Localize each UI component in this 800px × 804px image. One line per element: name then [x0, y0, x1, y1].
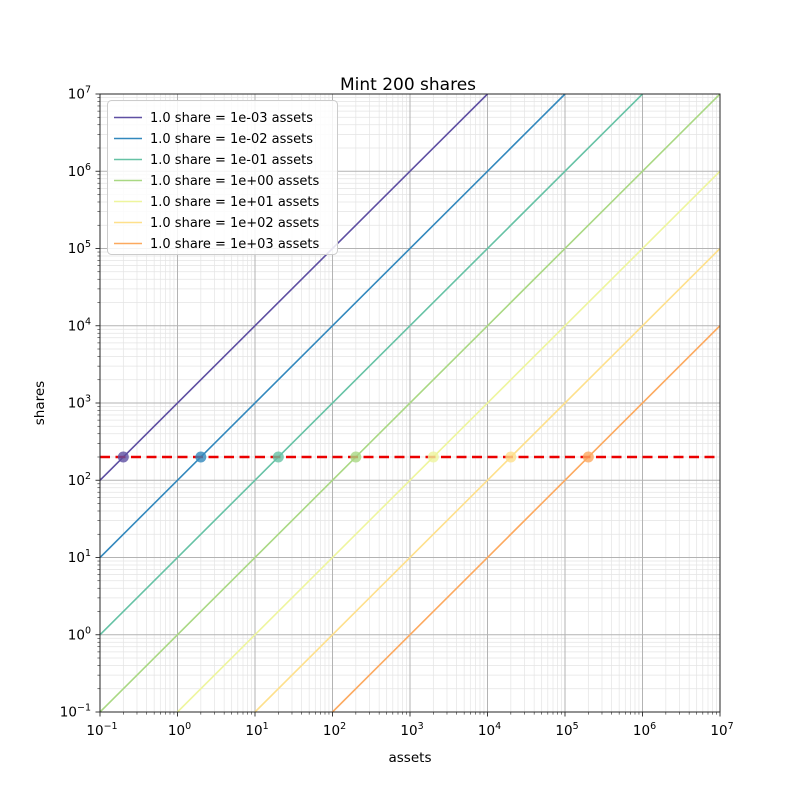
y-tick-label: 100: [68, 625, 91, 643]
intersection-dot: [350, 451, 362, 463]
intersection-markers: [117, 451, 594, 463]
x-tick-label: 104: [478, 721, 501, 739]
x-axis-label: assets: [389, 750, 432, 766]
x-tick-label: 105: [555, 721, 578, 739]
y-tick-label: 102: [68, 471, 91, 489]
y-tick-label: 106: [68, 162, 91, 180]
x-tick-label: 100: [168, 721, 191, 739]
series-line: [100, 94, 566, 559]
x-tick-label: 102: [323, 721, 346, 739]
y-tick-label: 107: [68, 85, 91, 103]
legend-label: 1.0 share = 1e+03 assets: [150, 237, 319, 252]
y-tick-label: 101: [68, 548, 91, 566]
legend-label: 1.0 share = 1e+00 assets: [150, 174, 319, 189]
x-tick-label: 107: [710, 721, 733, 739]
y-tick-label: 10−1: [60, 703, 91, 721]
legend: 1.0 share = 1e-03 assets 1.0 share = 1e-0…: [107, 100, 338, 255]
series-lines: [100, 94, 720, 712]
x-tick-label: 103: [400, 721, 423, 739]
legend-label: 1.0 share = 1e-01 assets: [150, 153, 313, 168]
series-line: [100, 94, 720, 712]
plot-area: 10−1 100 101 102 103 104 105 106 107 10−1 100 101 10…: [60, 85, 734, 740]
legend-label: 1.0 share = 1e-03 assets: [150, 111, 313, 126]
intersection-dot: [117, 451, 129, 463]
intersection-dot: [582, 451, 594, 463]
x-tick-label: 106: [633, 721, 656, 739]
legend-label: 1.0 share = 1e-02 assets: [150, 132, 313, 147]
series-line: [254, 247, 720, 712]
legend-box: [107, 100, 338, 255]
x-tick-label: 10−1: [86, 721, 117, 739]
series-line: [100, 94, 489, 481]
series-line: [176, 170, 720, 712]
y-axis-label: shares: [32, 381, 48, 425]
chart-title: Mint 200 shares: [340, 75, 476, 95]
intersection-dot: [272, 451, 284, 463]
legend-label: 1.0 share = 1e+01 assets: [150, 195, 319, 210]
legend-label: 1.0 share = 1e+02 assets: [150, 216, 319, 231]
series-line: [100, 94, 644, 636]
y-tick-label: 104: [68, 316, 91, 334]
intersection-dot: [195, 451, 207, 463]
intersection-dot: [505, 451, 517, 463]
axis-ticks: [95, 93, 721, 717]
intersection-dot: [427, 451, 439, 463]
y-tick-label: 105: [68, 239, 91, 257]
series-line: [331, 325, 720, 712]
y-tick-label: 103: [68, 394, 91, 412]
x-tick-label: 101: [245, 721, 268, 739]
